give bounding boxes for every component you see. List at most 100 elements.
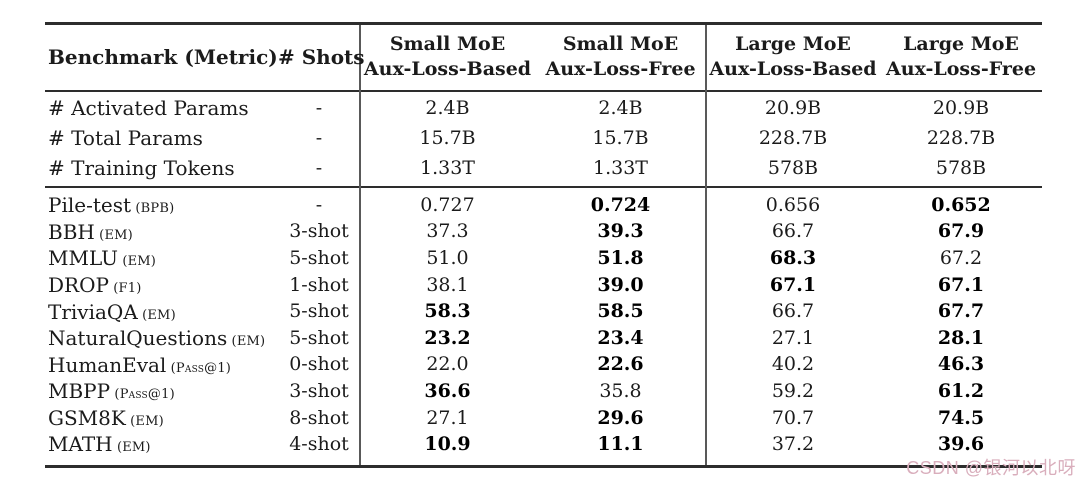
benchmark-name-cell: # Total Params: [45, 127, 278, 149]
table-row: GSM8K (EM) 8-shot 27.1 29.6 70.7 74.5: [45, 405, 1042, 432]
value-cell: 22.6: [597, 353, 644, 376]
value-cell: 67.9: [937, 220, 985, 243]
header-line: Aux-Loss-Free: [545, 58, 696, 80]
value-cell: 0.656: [765, 193, 821, 216]
value-cell: 37.2: [771, 433, 815, 456]
value-cell: 40.2: [771, 353, 815, 376]
header-line: Small MoE: [562, 33, 679, 56]
value-cell: 61.2: [937, 380, 985, 402]
params-section: # Activated Params - 2.4B 2.4B 20.9B 20.9B # T…: [45, 93, 1042, 183]
table-row: NaturalQuestions (EM) 5-shot 23.2 23.4 27.1 2…: [45, 325, 1042, 352]
benchmark-name-cell: # Activated Params: [45, 97, 278, 119]
benchmarks-section: Pile-test (BPB) - 0.727 0.724 0.656 0.652 BBH …: [45, 192, 1042, 458]
benchmark-name-cell: # Training Tokens: [45, 157, 278, 179]
value-cell: 578B: [767, 156, 819, 179]
table-row: MBPP (Pass@1) 3-shot 36.6 35.8 59.2 61.2: [45, 378, 1042, 405]
value-cell: 67.1: [937, 273, 985, 296]
value-cell: 23.2: [424, 326, 471, 349]
shots-cell: 1-shot: [289, 273, 349, 296]
value-cell: 10.9: [424, 433, 471, 456]
header-benchmark-metric: Benchmark (Metric): [48, 45, 278, 69]
table-bottom-rule: [45, 465, 1042, 468]
benchmark-metric: (EM): [137, 307, 176, 323]
shots-cell: 3-shot: [289, 380, 349, 402]
value-cell: 11.1: [597, 433, 644, 456]
value-cell: 228.7B: [926, 126, 996, 149]
shots-cell: -: [315, 96, 323, 119]
value-cell: 74.5: [937, 406, 985, 429]
value-cell: 67.2: [939, 247, 983, 270]
header-line: Aux-Loss-Based: [709, 58, 877, 80]
value-cell: 59.2: [771, 380, 815, 402]
benchmark-name-cell: MATH (EM): [45, 433, 278, 455]
benchmark-name: MBPP: [48, 379, 111, 404]
value-cell: 0.727: [420, 193, 475, 216]
value-cell: 68.3: [769, 247, 817, 270]
table-row: MMLU (EM) 5-shot 51.0 51.8 68.3 67.2: [45, 245, 1042, 272]
shots-cell: 5-shot: [289, 326, 349, 349]
shots-cell: 5-shot: [289, 300, 349, 323]
value-cell: 58.5: [597, 300, 644, 323]
value-cell: 37.3: [426, 220, 469, 243]
value-cell: 20.9B: [764, 96, 822, 119]
table-row: MATH (EM) 4-shot 10.9 11.1 37.2 39.6: [45, 431, 1042, 458]
benchmark-name-cell: NaturalQuestions (EM): [45, 327, 278, 349]
benchmark-name: # Training Tokens: [48, 156, 235, 180]
header-line: Aux-Loss-Based: [363, 58, 532, 80]
shots-cell: 0-shot: [289, 353, 349, 376]
table-row: BBH (EM) 3-shot 37.3 39.3 66.7 67.9: [45, 219, 1042, 246]
table-row: # Activated Params - 2.4B 2.4B 20.9B 20.9B: [45, 93, 1042, 123]
value-cell: 1.33T: [593, 156, 648, 179]
value-cell: 15.7B: [592, 126, 649, 149]
header-line: Aux-Loss-Free: [885, 58, 1037, 80]
table-section-rule: [45, 186, 1042, 188]
benchmark-name-cell: GSM8K (EM): [45, 407, 278, 429]
benchmark-name-cell: MBPP (Pass@1): [45, 380, 278, 402]
header-line: Large MoE: [903, 33, 1019, 56]
value-cell: 1.33T: [420, 156, 475, 179]
shots-cell: -: [315, 193, 323, 216]
benchmark-metric: (EM): [125, 413, 164, 429]
value-cell: 67.1: [769, 273, 817, 296]
value-cell: 2.4B: [598, 96, 643, 119]
csdn-watermark: CSDN @银河以北呀: [906, 458, 1076, 478]
value-cell: 29.6: [597, 406, 644, 429]
value-cell: 35.8: [599, 380, 642, 402]
benchmark-name: TriviaQA: [48, 299, 138, 324]
value-cell: 38.1: [426, 273, 469, 296]
table-row: DROP (F1) 1-shot 38.1 39.0 67.1 67.1: [45, 272, 1042, 299]
value-cell: 51.0: [426, 247, 469, 270]
benchmark-name-cell: TriviaQA (EM): [45, 301, 278, 323]
header-large-moe-aux-loss-free: Large MoE Aux-Loss-Free: [880, 32, 1042, 81]
value-cell: 0.652: [931, 193, 991, 216]
header-line: Small MoE: [389, 33, 506, 56]
table-row: HumanEval (Pass@1) 0-shot 22.0 22.6 40.2 46.3: [45, 352, 1042, 379]
shots-cell: -: [315, 156, 323, 179]
value-cell: 70.7: [771, 406, 815, 429]
header-num-shots: # Shots: [278, 45, 365, 69]
benchmark-name: DROP: [48, 272, 109, 297]
table-vertical-separator-left: [359, 25, 361, 465]
benchmark-metric: (Pass@1): [166, 360, 232, 376]
benchmark-name: HumanEval: [48, 352, 167, 377]
shots-cell: 3-shot: [289, 220, 349, 243]
benchmark-name: NaturalQuestions: [48, 326, 228, 351]
benchmark-name: BBH: [48, 219, 95, 244]
benchmark-name: Pile-test: [48, 193, 132, 218]
value-cell: 20.9B: [932, 96, 990, 119]
value-cell: 39.3: [597, 220, 644, 243]
benchmark-metric: (EM): [118, 254, 157, 270]
value-cell: 39.0: [597, 273, 644, 296]
value-cell: 22.0: [426, 353, 469, 376]
shots-cell: 8-shot: [289, 406, 349, 429]
benchmark-metric: (EM): [112, 440, 151, 456]
value-cell: 39.6: [937, 433, 985, 456]
benchmark-name: # Total Params: [48, 126, 203, 150]
value-cell: 578B: [935, 156, 987, 179]
value-cell: 67.7: [937, 300, 985, 323]
value-cell: 27.1: [771, 326, 815, 349]
value-cell: 51.8: [597, 247, 644, 270]
value-cell: 0.724: [590, 193, 651, 216]
table-row: # Total Params - 15.7B 15.7B 228.7B 228.7B: [45, 123, 1042, 153]
benchmark-name: GSM8K: [48, 405, 126, 430]
